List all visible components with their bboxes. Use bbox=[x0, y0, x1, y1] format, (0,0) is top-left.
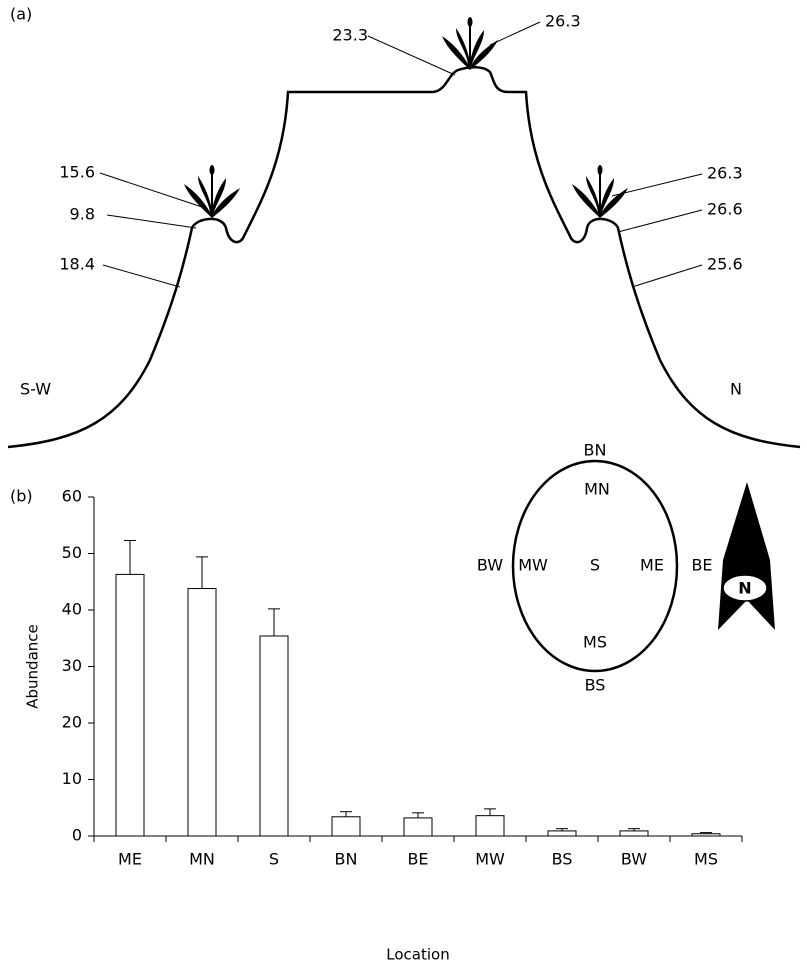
value-label: 25.6 bbox=[707, 255, 743, 274]
x-tick-label: BN bbox=[335, 850, 358, 869]
y-axis-label: Abundance bbox=[24, 624, 42, 709]
y-tick-label: 0 bbox=[72, 826, 82, 845]
x-tick-label: BS bbox=[552, 850, 573, 869]
side-label: S-W bbox=[20, 380, 51, 399]
value-label: 26.3 bbox=[707, 164, 743, 183]
label-lines bbox=[100, 22, 702, 287]
inset-label: MN bbox=[584, 480, 610, 499]
panel-label: (b) bbox=[10, 487, 33, 506]
inset-label: BW bbox=[477, 556, 503, 575]
inset-label: MW bbox=[518, 556, 548, 575]
plant-bud bbox=[468, 17, 473, 27]
value-label: 26.6 bbox=[707, 200, 743, 219]
x-tick-label: MS bbox=[694, 850, 718, 869]
value-label: 9.8 bbox=[70, 205, 95, 224]
bar bbox=[692, 834, 720, 836]
plant-bud bbox=[598, 165, 603, 175]
value-label: 18.4 bbox=[59, 255, 95, 274]
x-tick-label: ME bbox=[118, 850, 142, 869]
y-tick-label: 30 bbox=[62, 656, 82, 675]
plants bbox=[184, 17, 628, 218]
bar bbox=[188, 589, 216, 836]
compass-label: N bbox=[738, 579, 751, 598]
bar bbox=[332, 817, 360, 836]
y-tick-label: 10 bbox=[62, 769, 82, 788]
bar bbox=[476, 816, 504, 836]
value-label: 15.6 bbox=[59, 163, 95, 182]
y-tick-label: 60 bbox=[62, 487, 82, 506]
y-tick-label: 20 bbox=[62, 713, 82, 732]
bar bbox=[116, 574, 144, 836]
bar bbox=[548, 831, 576, 836]
side-label: N bbox=[730, 380, 742, 399]
value-label: 23.3 bbox=[332, 26, 368, 45]
x-tick-label: S bbox=[269, 850, 279, 869]
bar bbox=[620, 831, 648, 836]
inset-label: MS bbox=[583, 633, 607, 652]
compass bbox=[718, 482, 775, 630]
inset-label: S bbox=[590, 556, 600, 575]
x-tick-label: BW bbox=[621, 850, 647, 869]
x-tick-label: MN bbox=[189, 850, 215, 869]
x-tick-label: MW bbox=[475, 850, 505, 869]
bar bbox=[404, 818, 432, 836]
plant-bud bbox=[210, 165, 215, 175]
inset-label: BS bbox=[585, 676, 606, 695]
figure: (a) S-W N (b) N 23.3 26.3 15.6 9.8 18.4 26.3 2… bbox=[0, 0, 807, 967]
y-tick-label: 40 bbox=[62, 600, 82, 619]
bar bbox=[260, 636, 288, 836]
x-tick-label: BE bbox=[407, 850, 428, 869]
terrain-profile bbox=[8, 67, 800, 447]
panel-label: (a) bbox=[10, 5, 32, 24]
x-axis-label: Location bbox=[386, 946, 449, 964]
inset-label: BN bbox=[584, 441, 607, 460]
value-label: 26.3 bbox=[545, 12, 581, 31]
inset-label: BE bbox=[691, 556, 712, 575]
y-tick-label: 50 bbox=[62, 543, 82, 562]
inset-label: ME bbox=[640, 556, 664, 575]
